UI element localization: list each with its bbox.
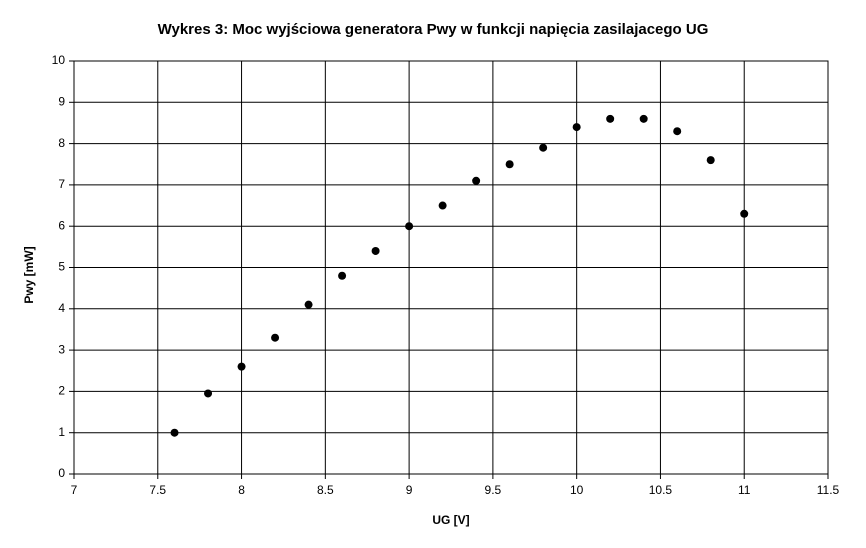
y-tick-label: 3 [58, 342, 65, 356]
point [539, 143, 548, 152]
y-tick-label: 4 [58, 301, 65, 315]
point [438, 201, 447, 210]
y-tick-label: 2 [58, 384, 65, 398]
x-tick-label: 8.5 [317, 483, 334, 497]
point [204, 389, 213, 398]
y-tick-label: 6 [58, 218, 65, 232]
point [639, 114, 648, 123]
point [271, 333, 280, 342]
y-tick-label: 0 [58, 466, 65, 480]
x-tick-label: 11.5 [817, 483, 840, 497]
point [371, 246, 380, 255]
point [472, 176, 481, 185]
point [237, 362, 246, 371]
x-tick-label: 7 [71, 483, 78, 497]
x-tick-label: 7.5 [149, 483, 166, 497]
y-tick-label: 5 [58, 260, 65, 274]
x-tick-label: 10 [570, 483, 584, 497]
y-tick-label: 10 [52, 53, 66, 67]
x-tick-label: 10.5 [649, 483, 673, 497]
chart-title: Wykres 3: Moc wyjściowa generatora Pwy w… [158, 21, 709, 38]
y-axis-label: Pwy [mW] [22, 246, 36, 303]
point [706, 156, 715, 165]
point [170, 428, 179, 437]
x-tick-label: 9.5 [485, 483, 502, 497]
y-tick-label: 7 [58, 177, 65, 191]
point [338, 271, 347, 280]
point [606, 114, 615, 123]
x-tick-label: 8 [238, 483, 245, 497]
y-tick-label: 8 [58, 136, 65, 150]
point [304, 300, 313, 309]
y-tick-label: 9 [58, 94, 65, 108]
plot-border [73, 60, 829, 475]
point [673, 127, 682, 136]
point [740, 209, 749, 218]
x-tick-label: 9 [406, 483, 413, 497]
point [505, 160, 514, 169]
point [572, 123, 581, 132]
y-tick-label: 1 [58, 425, 65, 439]
x-axis-label: UG [V] [432, 513, 469, 527]
point [405, 222, 414, 231]
x-tick-label: 11 [738, 483, 751, 497]
